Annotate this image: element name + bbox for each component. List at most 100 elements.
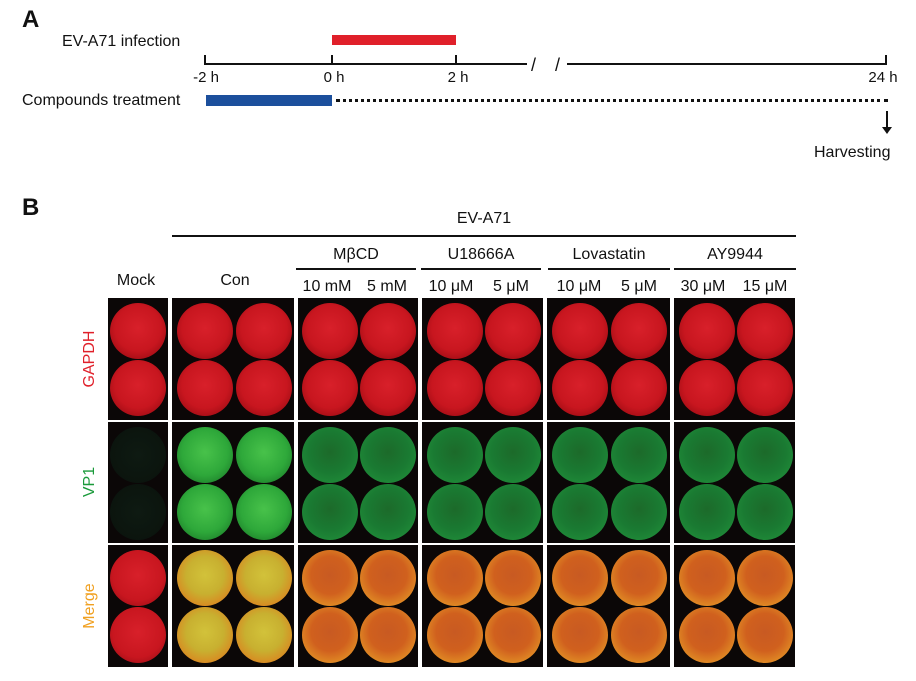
- group-u18666a-underline: [421, 268, 541, 270]
- blot-well: [611, 483, 668, 540]
- blot-well: [302, 549, 359, 606]
- tick-0: [331, 55, 333, 65]
- timeline-break-left: /: [531, 55, 537, 75]
- blot-well: [678, 607, 735, 664]
- blot-tile: [674, 545, 795, 667]
- blot-tile: [422, 422, 543, 543]
- blot-well: [110, 360, 166, 417]
- blot-well: [235, 549, 292, 606]
- blot-well: [235, 360, 292, 417]
- blot-tile: [674, 298, 795, 420]
- blot-well: [484, 360, 541, 417]
- blot-well: [426, 549, 483, 606]
- tick-24: [885, 55, 887, 65]
- infection-bar: [332, 35, 456, 45]
- blot-tile: [108, 545, 168, 667]
- blot-well: [678, 483, 735, 540]
- timeline-segment-1: [205, 63, 527, 65]
- blot-well: [360, 302, 416, 359]
- tick-label-minus2: -2 h: [193, 69, 219, 86]
- blot-well: [110, 302, 166, 359]
- blot-tile: [172, 298, 294, 420]
- blot-well: [426, 607, 483, 664]
- tick-2: [455, 55, 457, 65]
- blot-well: [611, 549, 668, 606]
- blot-tile: [674, 422, 795, 543]
- tick-label-2: 2 h: [447, 69, 469, 86]
- harvest-label: Harvesting: [814, 144, 891, 161]
- blot-well: [678, 426, 735, 483]
- blot-well: [176, 607, 233, 664]
- blot-well: [176, 302, 233, 359]
- blot-tile: [422, 545, 543, 667]
- blot-well: [360, 607, 416, 664]
- tick-label-24: 24 h: [868, 69, 898, 86]
- treatment-bar: [206, 95, 332, 106]
- blot-tile: [298, 298, 418, 420]
- group-lovastatin: Lovastatin: [572, 246, 646, 263]
- blot-well: [302, 607, 359, 664]
- blot-well: [484, 302, 541, 359]
- dose-mbcd-2: 5 mM: [367, 278, 407, 295]
- blot-tile: [422, 298, 543, 420]
- blot-well: [484, 549, 541, 606]
- dose-lovastatin-2: 5 μM: [621, 278, 657, 295]
- group-u18666a: U18666A: [447, 246, 515, 263]
- blot-well: [736, 360, 793, 417]
- group-ay9944-underline: [674, 268, 796, 270]
- blot-well: [360, 549, 416, 606]
- blot-well: [235, 607, 292, 664]
- blot-well: [611, 426, 668, 483]
- blot-well: [678, 549, 735, 606]
- blot-well: [235, 302, 292, 359]
- harvest-arrow-icon: [882, 127, 892, 134]
- blot-tile: [298, 545, 418, 667]
- group-mbcd-underline: [296, 268, 416, 270]
- blot-well: [360, 483, 416, 540]
- panel-b-letter: B: [22, 194, 40, 221]
- blot-well: [611, 302, 668, 359]
- blot-well: [302, 483, 359, 540]
- blot-well: [736, 607, 793, 664]
- blot-well: [176, 549, 233, 606]
- blot-well: [302, 302, 359, 359]
- treatment-label: Compounds treatment: [22, 92, 181, 109]
- blot-well: [176, 360, 233, 417]
- blot-well: [426, 360, 483, 417]
- blot-well: [235, 426, 292, 483]
- blot-well: [552, 302, 609, 359]
- blot-tile: [108, 298, 168, 420]
- mock-label: Mock: [116, 272, 156, 289]
- blot-well: [736, 426, 793, 483]
- blot-well: [736, 302, 793, 359]
- blot-well: [235, 483, 292, 540]
- blot-tile: [172, 422, 294, 543]
- timeline-break-right: /: [555, 55, 561, 75]
- blot-well: [736, 483, 793, 540]
- dose-mbcd-1: 10 mM: [302, 278, 352, 295]
- dose-ay9944-1: 30 μM: [680, 278, 726, 295]
- group-mbcd: MβCD: [333, 246, 379, 263]
- blot-well: [611, 607, 668, 664]
- blot-well: [611, 360, 668, 417]
- treatment-dotted-line: [336, 99, 888, 102]
- blot-tile: [108, 422, 168, 543]
- blot-well: [110, 549, 166, 606]
- group-ay9944: AY9944: [707, 246, 763, 263]
- blot-tile: [298, 422, 418, 543]
- blot-tile: [547, 545, 670, 667]
- blot-well: [426, 483, 483, 540]
- tick-minus2: [204, 55, 206, 65]
- blot-well: [484, 483, 541, 540]
- dose-u18666a-1: 10 μM: [428, 278, 474, 295]
- blot-well: [176, 483, 233, 540]
- blot-well: [176, 426, 233, 483]
- blot-well: [552, 607, 609, 664]
- blot-well: [552, 549, 609, 606]
- dose-u18666a-2: 5 μM: [493, 278, 529, 295]
- blot-well: [110, 607, 166, 664]
- con-label: Con: [220, 272, 250, 289]
- blot-well: [552, 426, 609, 483]
- blot-well: [110, 426, 166, 483]
